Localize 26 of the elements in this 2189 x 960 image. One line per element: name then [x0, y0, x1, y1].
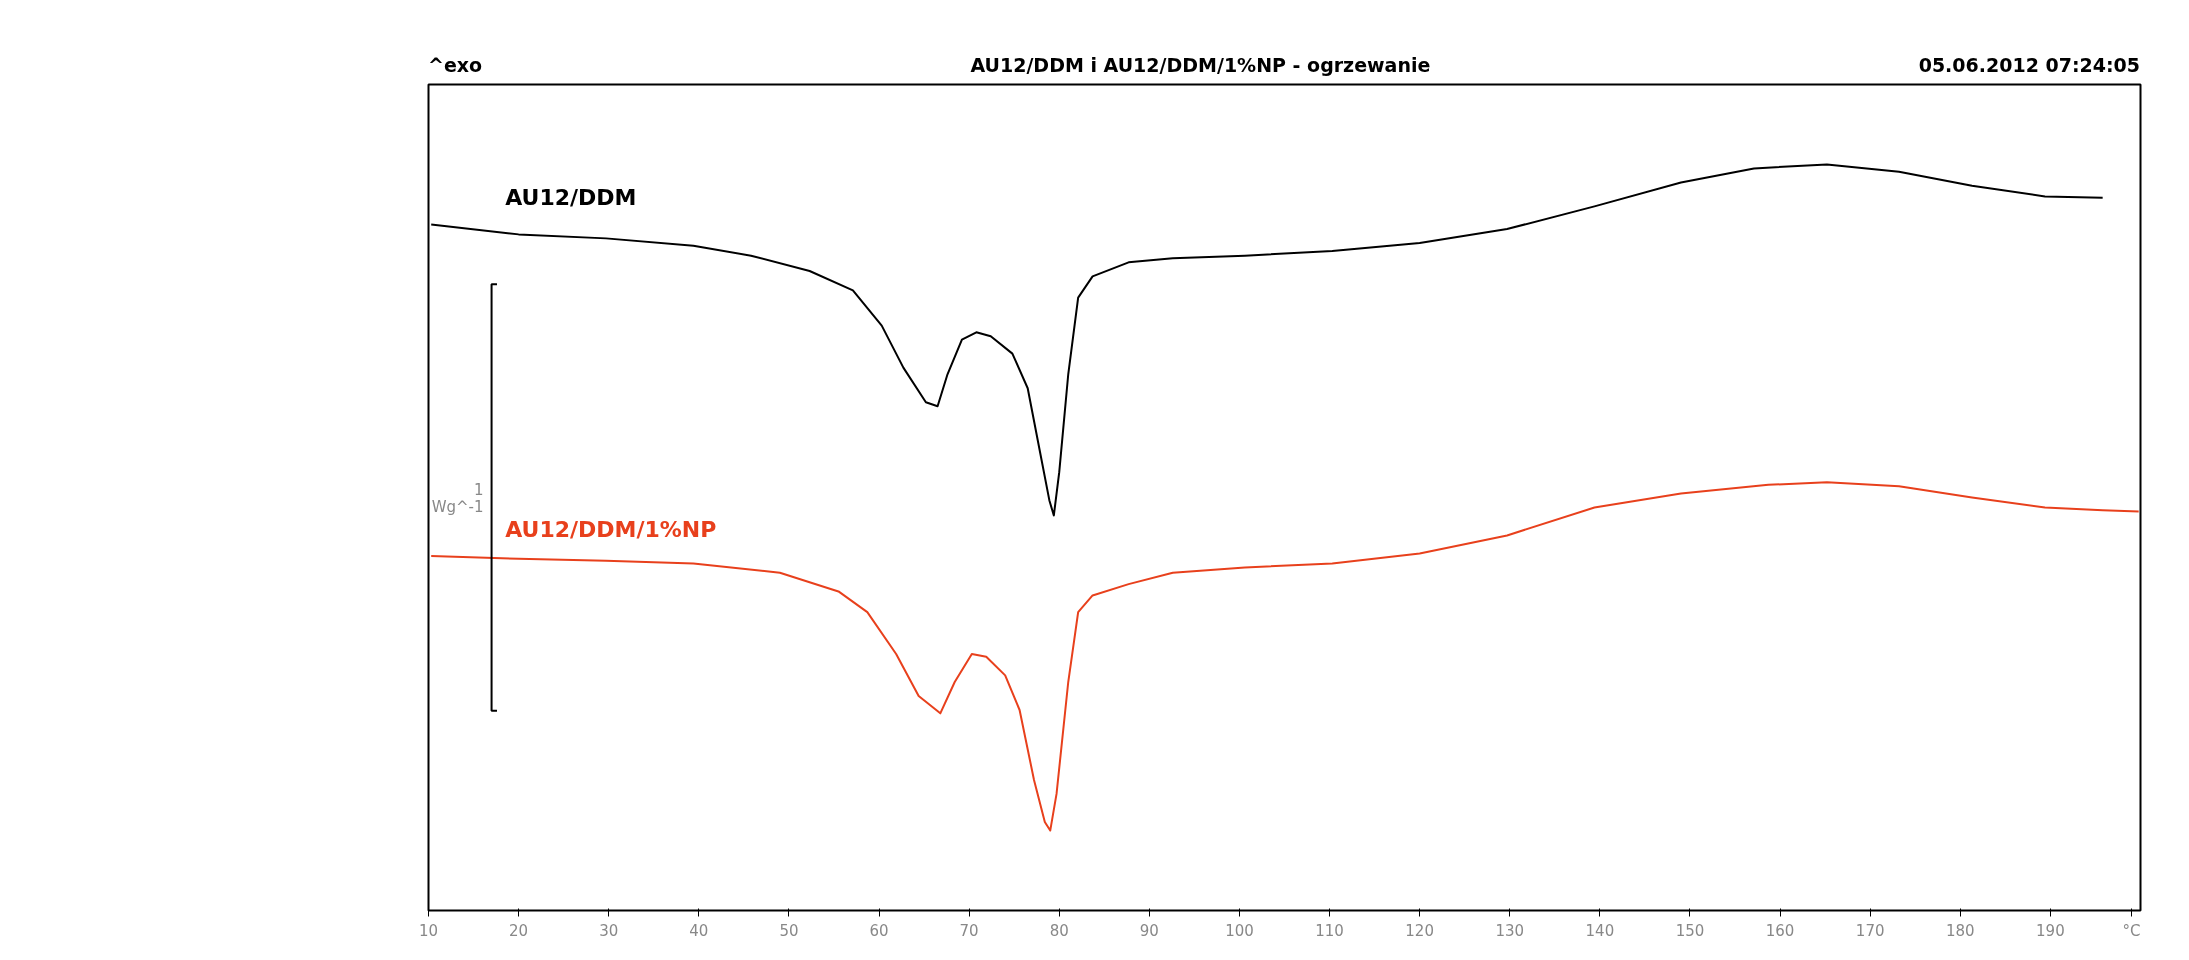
x-tick-label: 120	[1405, 921, 1434, 940]
x-tick-label: 80	[1049, 921, 1069, 940]
text: 05.06.2012 07:24:05	[1918, 53, 2140, 78]
x-tick-label: 10	[418, 921, 439, 940]
x-tick-label: 140	[1585, 921, 1615, 940]
annotation: 1 Wg^-1	[431, 480, 484, 516]
x-tick-label: 50	[779, 921, 799, 940]
x-tick-label: 60	[869, 921, 889, 940]
x-tick-label: 20	[509, 921, 529, 940]
series-label: AU12/DDM	[505, 185, 637, 211]
x-tick-label: 30	[599, 921, 619, 940]
x-tick-label: 110	[1315, 921, 1344, 940]
x-tick-label: 90	[1139, 921, 1159, 940]
x-tick-label: 40	[689, 921, 709, 940]
x-tick-label: 160	[1765, 921, 1795, 940]
x-tick-label: °C	[2122, 921, 2141, 940]
chart-title: AU12/DDM i AU12/DDM/1%NP - ogrzewanie	[970, 53, 1431, 78]
text: ^exo	[428, 53, 483, 78]
series-label: AU12/DDM/1%NP	[505, 517, 717, 543]
x-tick-label: 170	[1855, 921, 1885, 940]
x-tick-label: 150	[1675, 921, 1705, 940]
x-tick-label: 100	[1225, 921, 1254, 940]
x-tick-label: 70	[959, 921, 979, 940]
x-tick-label: 130	[1495, 921, 1525, 940]
x-tick-label: 190	[2036, 921, 2065, 940]
x-tick-label: 180	[1945, 921, 1975, 940]
